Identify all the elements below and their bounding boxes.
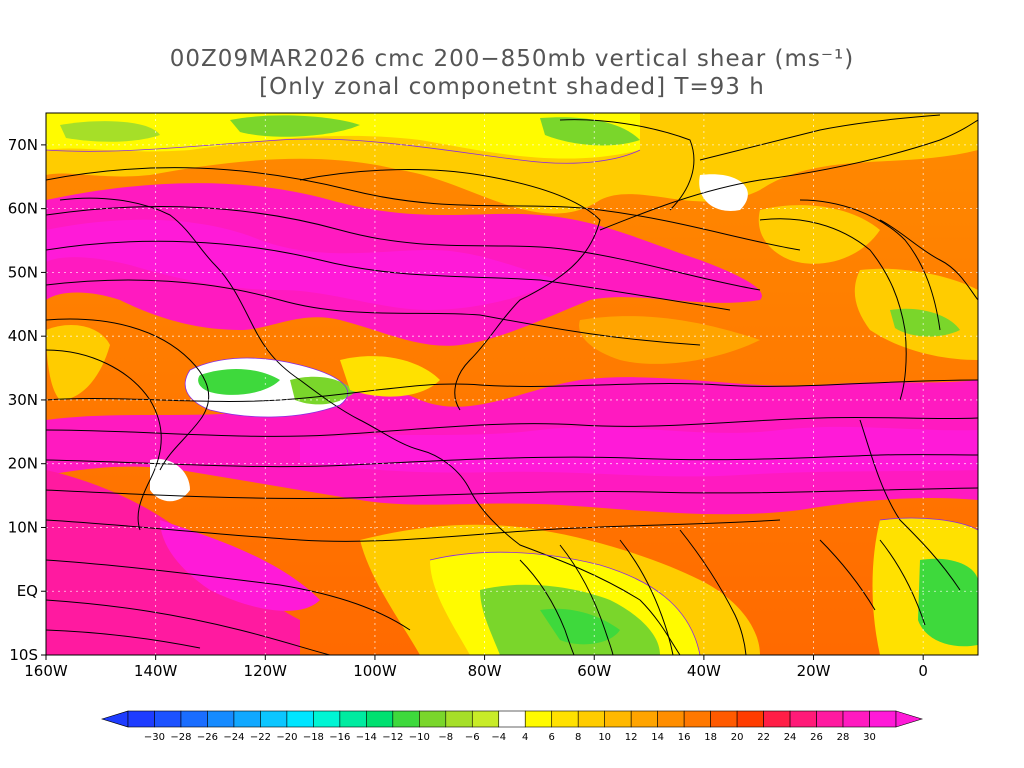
colorbar-swatch bbox=[604, 710, 632, 728]
colorbar-label: 12 bbox=[625, 732, 638, 743]
lat-tick-label: 30N bbox=[8, 391, 38, 409]
colorbar-swatch bbox=[710, 710, 738, 728]
shear-streamlines bbox=[46, 114, 978, 655]
colorbar-label: −4 bbox=[491, 732, 506, 743]
lon-tick-label: 100W bbox=[353, 662, 397, 680]
lon-tick-label: 80W bbox=[468, 662, 502, 680]
colorbar-label: −14 bbox=[356, 732, 377, 743]
colorbar-swatch bbox=[313, 710, 341, 728]
colorbar-label: 26 bbox=[810, 732, 823, 743]
lat-tick-label: EQ bbox=[17, 582, 38, 600]
colorbar-label: 22 bbox=[757, 732, 770, 743]
colorbar-label: 16 bbox=[678, 732, 691, 743]
lat-tick-label: 10N bbox=[8, 518, 38, 536]
colorbar-label: −20 bbox=[276, 732, 297, 743]
lat-tick-label: 70N bbox=[8, 136, 38, 154]
purple-contours bbox=[46, 138, 978, 655]
colorbar-label: 28 bbox=[837, 732, 850, 743]
lat-tick-label: 20N bbox=[8, 455, 38, 473]
colorbar-label: −12 bbox=[382, 732, 403, 743]
colorbar-min-arrow bbox=[100, 710, 129, 728]
colorbar-label: 4 bbox=[522, 732, 528, 743]
colorbar-swatch bbox=[445, 710, 473, 728]
lon-tick-label: 140W bbox=[134, 662, 178, 680]
colorbar-swatch bbox=[630, 710, 658, 728]
colorbar-swatch bbox=[180, 710, 208, 728]
map-subtitle: [Only zonal componetnt shaded] T=93 h bbox=[259, 74, 765, 100]
colorbar-swatch bbox=[498, 710, 526, 728]
colorbar-swatch bbox=[789, 710, 817, 728]
lat-tick-label: 10S bbox=[9, 646, 38, 664]
colorbar-label: 6 bbox=[549, 732, 555, 743]
lon-tick-label: 0 bbox=[918, 662, 928, 680]
colorbar-label: 10 bbox=[598, 732, 611, 743]
colorbar-swatch bbox=[207, 710, 235, 728]
colorbar-swatch bbox=[551, 710, 579, 728]
coastlines bbox=[59, 119, 978, 655]
lon-tick-label: 40W bbox=[687, 662, 721, 680]
colorbar-swatch bbox=[392, 710, 420, 728]
colorbar-swatch bbox=[577, 710, 605, 728]
colorbar-label: −16 bbox=[329, 732, 350, 743]
longitude-axis: 160W 140W 120W 100W 80W 60W 40W 20W 0 bbox=[24, 655, 928, 680]
lon-tick-label: 160W bbox=[24, 662, 68, 680]
colorbar-swatch bbox=[471, 710, 500, 728]
colorbar-swatch bbox=[842, 710, 870, 728]
map-title: 00Z09MAR2026 cmc 200−850mb vertical shea… bbox=[169, 46, 855, 72]
lat-lon-gridlines bbox=[46, 113, 978, 655]
colorbar-swatch bbox=[816, 710, 844, 728]
colorbar-swatch bbox=[286, 710, 314, 728]
colorbar-label: −24 bbox=[223, 732, 244, 743]
colorbar-max-arrow bbox=[895, 710, 924, 728]
colorbar-label: −30 bbox=[144, 732, 165, 743]
colorbar-swatch bbox=[419, 710, 447, 728]
lat-tick-label: 60N bbox=[8, 200, 38, 218]
colorbar-label: 14 bbox=[651, 732, 664, 743]
colorbar-swatch bbox=[683, 710, 711, 728]
colorbar-swatch bbox=[657, 710, 685, 728]
colorbar-label: 20 bbox=[731, 732, 744, 743]
colorbar-swatch bbox=[736, 710, 764, 728]
latitude-axis: 70N 60N 50N 40N 30N 20N 10N EQ 10S bbox=[8, 136, 46, 664]
colorbar-swatch bbox=[339, 710, 367, 728]
colorbar-label: 8 bbox=[575, 732, 581, 743]
lat-tick-label: 40N bbox=[8, 327, 38, 345]
colorbar-label: −8 bbox=[438, 732, 453, 743]
colorbar-label: −10 bbox=[409, 732, 430, 743]
colorbar-label: −18 bbox=[303, 732, 324, 743]
colorbar-swatch bbox=[154, 710, 182, 728]
colorbar-swatch bbox=[869, 710, 897, 728]
colorbar-label: 30 bbox=[863, 732, 876, 743]
lon-tick-label: 20W bbox=[797, 662, 831, 680]
colorbar-swatch bbox=[524, 710, 553, 728]
colorbar-swatch bbox=[127, 710, 155, 728]
colorbar-label: 24 bbox=[784, 732, 797, 743]
lat-tick-label: 50N bbox=[8, 263, 38, 281]
colorbar-swatch bbox=[366, 710, 394, 728]
colorbar-swatch bbox=[763, 710, 791, 728]
lon-tick-label: 60W bbox=[577, 662, 611, 680]
colorbar: −30 −28 −26 −24 −22 −20 −18 −16 −14 −12 −10 −8 −6 −4 4… bbox=[100, 710, 924, 743]
colorbar-label: −26 bbox=[197, 732, 218, 743]
colorbar-swatch bbox=[260, 710, 288, 728]
colorbar-label: −6 bbox=[465, 732, 480, 743]
colorbar-swatch bbox=[233, 710, 261, 728]
map-frame bbox=[45, 112, 979, 656]
lon-tick-label: 120W bbox=[244, 662, 288, 680]
colorbar-label: 18 bbox=[704, 732, 717, 743]
colorbar-label: −22 bbox=[250, 732, 271, 743]
colorbar-label: −28 bbox=[170, 732, 191, 743]
zonal-shear-shading bbox=[46, 113, 978, 655]
